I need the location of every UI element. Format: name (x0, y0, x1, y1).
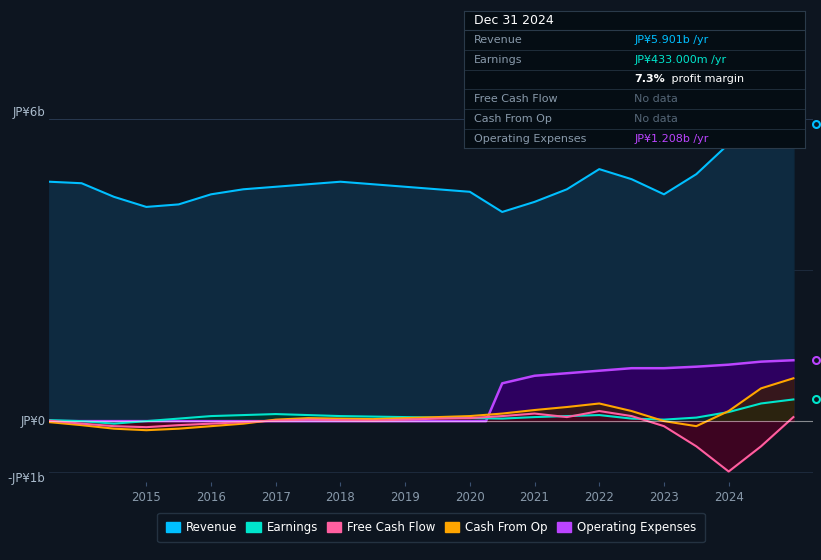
Text: JP¥433.000m /yr: JP¥433.000m /yr (635, 55, 727, 65)
Text: No data: No data (635, 114, 678, 124)
Text: profit margin: profit margin (668, 74, 745, 85)
Text: Cash From Op: Cash From Op (474, 114, 552, 124)
Text: JP¥0: JP¥0 (21, 414, 45, 428)
Text: JP¥5.901b /yr: JP¥5.901b /yr (635, 35, 709, 45)
Text: 7.3%: 7.3% (635, 74, 665, 85)
Text: JP¥6b: JP¥6b (12, 106, 45, 119)
Text: Free Cash Flow: Free Cash Flow (474, 94, 557, 104)
Legend: Revenue, Earnings, Free Cash Flow, Cash From Op, Operating Expenses: Revenue, Earnings, Free Cash Flow, Cash … (158, 513, 704, 542)
Text: Dec 31 2024: Dec 31 2024 (474, 14, 554, 27)
Text: -JP¥1b: -JP¥1b (7, 472, 45, 484)
Text: Earnings: Earnings (474, 55, 523, 65)
Text: No data: No data (635, 94, 678, 104)
Text: Operating Expenses: Operating Expenses (474, 133, 586, 143)
Text: Revenue: Revenue (474, 35, 523, 45)
Text: JP¥1.208b /yr: JP¥1.208b /yr (635, 133, 709, 143)
